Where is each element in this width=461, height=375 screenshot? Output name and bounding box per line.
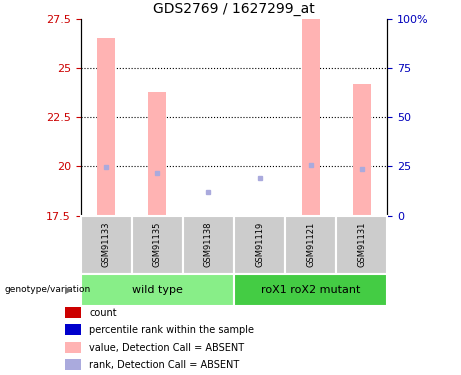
Bar bbox=[81, 216, 132, 274]
Text: wild type: wild type bbox=[132, 285, 183, 295]
Text: GSM91119: GSM91119 bbox=[255, 222, 264, 267]
Bar bbox=[65, 324, 81, 336]
Text: rank, Detection Call = ABSENT: rank, Detection Call = ABSENT bbox=[89, 360, 240, 370]
Text: value, Detection Call = ABSENT: value, Detection Call = ABSENT bbox=[89, 343, 244, 352]
Text: roX1 roX2 mutant: roX1 roX2 mutant bbox=[261, 285, 361, 295]
Text: count: count bbox=[89, 308, 117, 318]
Bar bbox=[301, 19, 319, 216]
Bar bbox=[65, 359, 81, 370]
Bar bbox=[132, 216, 183, 274]
Text: percentile rank within the sample: percentile rank within the sample bbox=[89, 325, 254, 335]
Bar bbox=[336, 216, 387, 274]
Bar bbox=[65, 342, 81, 353]
Bar bbox=[183, 216, 234, 274]
Bar bbox=[234, 274, 387, 306]
Bar bbox=[234, 216, 285, 274]
Title: GDS2769 / 1627299_at: GDS2769 / 1627299_at bbox=[153, 2, 315, 16]
Text: genotype/variation: genotype/variation bbox=[5, 285, 91, 294]
Bar bbox=[200, 215, 217, 216]
Bar bbox=[353, 84, 371, 216]
Bar bbox=[251, 215, 268, 216]
Bar bbox=[65, 307, 81, 318]
Bar bbox=[97, 38, 115, 216]
Text: GSM91138: GSM91138 bbox=[204, 222, 213, 267]
Bar bbox=[81, 274, 234, 306]
Bar bbox=[148, 92, 166, 216]
Text: GSM91121: GSM91121 bbox=[306, 222, 315, 267]
Text: GSM91131: GSM91131 bbox=[357, 222, 366, 267]
Text: ▶: ▶ bbox=[65, 285, 73, 295]
Text: GSM91133: GSM91133 bbox=[102, 222, 111, 267]
Text: GSM91135: GSM91135 bbox=[153, 222, 162, 267]
Bar bbox=[285, 216, 336, 274]
